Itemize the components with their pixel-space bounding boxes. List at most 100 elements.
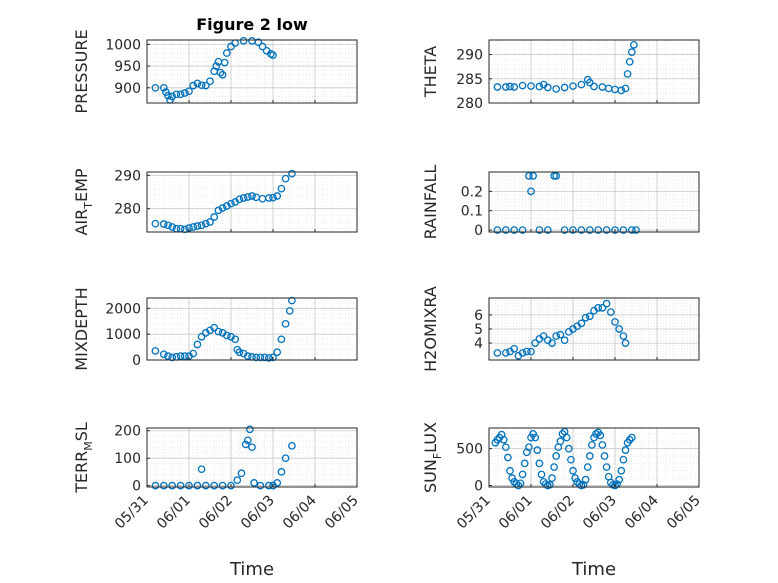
data-point xyxy=(197,221,206,230)
data-point xyxy=(197,81,206,90)
data-point xyxy=(535,459,544,468)
ytick-label: 290 xyxy=(456,48,483,64)
data-point xyxy=(615,325,624,333)
data-point xyxy=(548,339,556,347)
data-point xyxy=(201,219,210,228)
data-point xyxy=(560,336,569,345)
xtick-label: 06/03 xyxy=(238,493,278,533)
data-point xyxy=(218,70,227,79)
data-point xyxy=(539,332,548,340)
data-point xyxy=(273,348,282,357)
ytick-label: 0 xyxy=(132,353,141,369)
panel-terr: 0 100 200 05/31 06/01 06/02 06/03 06/04 06/05 TER… xyxy=(72,422,362,532)
figure-title: Figure 2 low xyxy=(196,15,308,34)
data-point xyxy=(518,470,527,479)
data-point xyxy=(514,481,523,490)
xtick-label: 06/02 xyxy=(538,493,578,533)
data-point xyxy=(231,335,240,344)
data-point xyxy=(533,446,542,454)
data-point xyxy=(193,340,202,349)
data-point xyxy=(239,194,248,202)
data-point xyxy=(625,435,634,444)
ytick-label: 1000 xyxy=(105,327,141,343)
data-point xyxy=(621,446,630,454)
ylabel: PRESSURE xyxy=(72,29,91,113)
plot-area xyxy=(147,428,357,487)
data-point xyxy=(525,172,533,180)
data-point xyxy=(562,433,571,442)
data-point xyxy=(518,81,527,90)
xtick-label: 05/31 xyxy=(112,493,152,533)
data-point xyxy=(193,79,202,88)
data-point xyxy=(617,86,626,95)
data-point xyxy=(527,187,535,196)
data-point xyxy=(588,441,596,449)
data-point xyxy=(493,226,502,234)
data-point xyxy=(222,331,231,340)
data-point xyxy=(518,349,527,357)
data-point xyxy=(627,433,636,442)
data-point xyxy=(531,433,540,442)
data-point xyxy=(529,172,537,180)
data-point xyxy=(623,70,632,78)
data-point xyxy=(237,469,246,478)
data-point xyxy=(176,352,185,360)
data-point xyxy=(151,219,160,228)
xlabel-left: Time xyxy=(229,559,274,580)
data-point xyxy=(277,184,286,193)
data-point xyxy=(212,62,221,70)
data-point xyxy=(596,431,605,440)
data-point xyxy=(172,90,181,99)
ytick-label: 0 xyxy=(474,223,483,239)
data-point xyxy=(627,48,636,56)
data-point xyxy=(617,466,626,475)
panel-h2omixra: 456 H2OMIXRA xyxy=(421,286,700,372)
data-point xyxy=(548,474,556,482)
data-point xyxy=(206,77,214,86)
data-point xyxy=(556,330,565,339)
xtick-label: 06/04 xyxy=(280,492,320,532)
data-point xyxy=(210,481,219,490)
data-point xyxy=(159,220,168,228)
ytick-label: 0.1 xyxy=(461,204,483,220)
data-point xyxy=(151,347,160,355)
data-point xyxy=(585,452,594,460)
data-point xyxy=(630,40,638,49)
plot-area xyxy=(489,172,699,232)
data-point xyxy=(180,225,189,234)
data-point xyxy=(621,84,630,93)
data-point xyxy=(602,226,611,234)
ylabel: MIXDEPTH xyxy=(72,287,91,370)
data-point xyxy=(233,476,242,484)
data-point xyxy=(214,206,223,215)
data-point xyxy=(615,475,624,484)
data-point xyxy=(581,313,590,322)
data-point xyxy=(556,437,565,446)
ytick-label: 4 xyxy=(474,336,483,352)
data-point xyxy=(288,441,296,450)
data-point xyxy=(235,195,244,204)
ytick-label: 0 xyxy=(132,479,141,495)
data-point xyxy=(506,466,514,475)
ylabel: THETA xyxy=(421,46,440,98)
data-point xyxy=(176,481,185,490)
data-point xyxy=(602,463,611,471)
data-point xyxy=(611,318,619,326)
data-point xyxy=(602,299,611,308)
data-point xyxy=(277,468,286,476)
axes-box xyxy=(146,171,358,233)
axes-box xyxy=(146,427,358,488)
data-point xyxy=(189,349,198,358)
data-point xyxy=(493,349,502,357)
data-point xyxy=(552,332,561,340)
data-point xyxy=(151,83,160,92)
panel-mixdepth: 0 1000 2000 MIXDEPTH xyxy=(72,287,358,371)
data-point xyxy=(627,226,636,234)
data-point xyxy=(185,87,193,96)
data-point xyxy=(520,459,529,468)
data-point xyxy=(210,323,219,332)
data-point xyxy=(510,83,519,91)
data-point xyxy=(210,213,219,221)
xtick-label: 06/03 xyxy=(580,493,620,533)
